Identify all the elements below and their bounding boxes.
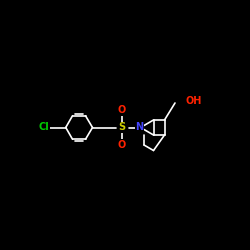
Text: O: O <box>118 140 126 150</box>
Text: OH: OH <box>186 96 202 106</box>
Text: O: O <box>118 105 126 115</box>
Text: N: N <box>136 122 143 132</box>
Text: Cl: Cl <box>38 122 49 132</box>
Text: S: S <box>118 122 126 132</box>
